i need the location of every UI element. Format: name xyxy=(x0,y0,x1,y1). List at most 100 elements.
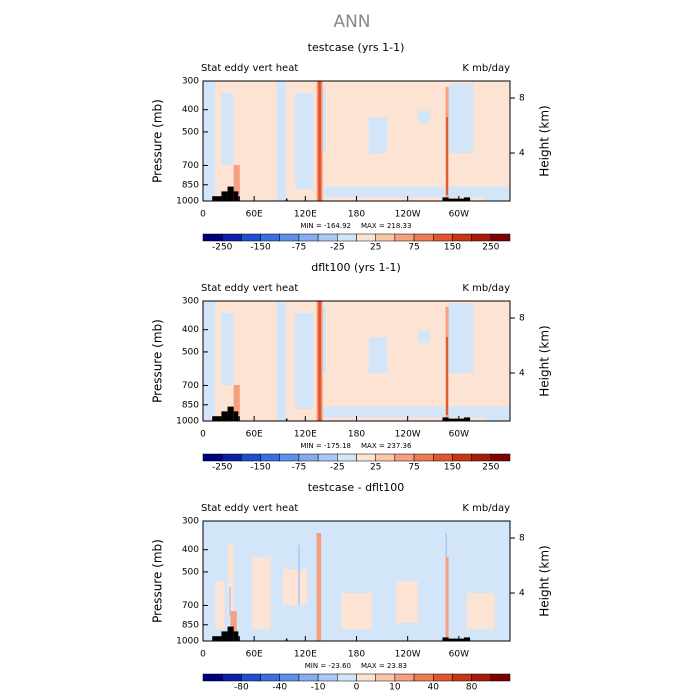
colorbar-box xyxy=(471,233,492,242)
y-tick-label: 700 xyxy=(182,381,199,391)
x-tick-label: 60E xyxy=(246,210,263,220)
colorbar-box xyxy=(202,673,223,682)
terrain xyxy=(212,416,222,421)
y-axis-label: Pressure (mb) xyxy=(151,539,165,623)
colorbar-box xyxy=(221,233,242,242)
right-string: K mb/day xyxy=(462,503,510,514)
y-tick-label: 500 xyxy=(182,347,199,357)
terrain xyxy=(463,637,471,641)
colorbar-box xyxy=(394,453,415,462)
terrain xyxy=(448,198,464,201)
colorbar-box xyxy=(202,233,223,242)
terrain xyxy=(212,636,222,641)
contour-fill xyxy=(276,301,286,421)
colorbar-box xyxy=(375,673,396,682)
terrain xyxy=(221,631,228,641)
contour-field xyxy=(203,301,510,421)
y-tick-label: 400 xyxy=(182,545,199,555)
panel-title: testcase - dflt100 xyxy=(308,481,405,494)
left-string: Stat eddy vert heat xyxy=(201,283,298,294)
left-string: Stat eddy vert heat xyxy=(201,503,298,514)
y-tick-label: 850 xyxy=(182,400,199,410)
max-label: MAX = 23.83 xyxy=(361,662,407,670)
colorbar-box xyxy=(433,233,453,242)
colorbar-box xyxy=(337,673,357,682)
contour-fill xyxy=(295,313,314,409)
x-tick-label: 60W xyxy=(449,210,469,220)
colorbar-box xyxy=(221,453,242,462)
colorbar-box xyxy=(471,673,492,682)
terrain xyxy=(285,418,288,421)
y-axis-label: Pressure (mb) xyxy=(151,319,165,403)
min-label: MIN = -164.92 xyxy=(300,222,351,230)
colorbar-label: -10 xyxy=(311,683,326,693)
contour-fill xyxy=(368,117,388,153)
colorbar-box xyxy=(260,673,280,682)
y-tick-label: 1000 xyxy=(176,637,199,647)
colorbar-label: 25 xyxy=(370,463,381,473)
x-tick-label: 120W xyxy=(395,210,421,220)
y-tick-label: 300 xyxy=(182,517,199,527)
colorbar-box xyxy=(279,233,300,242)
colorbar-label: 40 xyxy=(428,683,440,693)
colorbar-label: -25 xyxy=(330,463,345,473)
y-tick-label: 500 xyxy=(182,567,199,577)
colorbar-box xyxy=(317,453,338,462)
terrain xyxy=(463,197,471,201)
contour-fill xyxy=(229,587,231,617)
colorbar-label: 75 xyxy=(408,243,419,253)
colorbar-label: 250 xyxy=(482,243,499,253)
colorbar-box xyxy=(490,673,511,682)
contour-field xyxy=(203,521,510,641)
terrain xyxy=(221,411,228,421)
colorbar-box xyxy=(413,673,434,682)
colorbar-box xyxy=(337,453,357,462)
contour-fill xyxy=(485,409,510,421)
colorbar-box xyxy=(394,233,415,242)
contour-fill xyxy=(485,189,510,201)
colorbar-box xyxy=(471,453,492,462)
terrain xyxy=(442,637,449,641)
colorbar-box xyxy=(317,673,338,682)
terrain xyxy=(238,196,240,201)
x-tick-label: 0 xyxy=(200,430,206,440)
terrain xyxy=(221,191,228,201)
contour-fill xyxy=(417,111,431,123)
colorbar-label: -80 xyxy=(234,683,249,693)
contour-field xyxy=(203,81,510,201)
colorbar-label: 10 xyxy=(389,683,401,693)
colorbar-box xyxy=(298,673,319,682)
contour-fill xyxy=(233,165,240,195)
colorbar-box xyxy=(394,673,415,682)
contour-fill xyxy=(341,593,372,629)
contour-fill xyxy=(298,545,300,605)
colorbar-label: -250 xyxy=(212,243,233,253)
right-string: K mb/day xyxy=(462,63,510,74)
contour-fill xyxy=(446,337,448,415)
colorbar-box xyxy=(221,673,242,682)
min-label: MIN = -175.18 xyxy=(300,442,351,450)
terrain xyxy=(285,638,288,641)
contour-fill xyxy=(448,83,474,153)
colorbar-box xyxy=(241,233,261,242)
left-string: Stat eddy vert heat xyxy=(201,63,298,74)
right-string: K mb/day xyxy=(462,283,510,294)
y-tick-label: 400 xyxy=(182,105,199,115)
contour-fill xyxy=(445,533,448,557)
x-tick-label: 120W xyxy=(395,430,421,440)
y2-tick-label: 4 xyxy=(519,149,525,159)
max-label: MAX = 237.36 xyxy=(361,442,412,450)
y-tick-label: 400 xyxy=(182,325,199,335)
contour-fill xyxy=(276,81,286,201)
terrain xyxy=(238,636,240,641)
colorbar-box xyxy=(433,453,453,462)
contour-fill xyxy=(318,81,322,201)
colorbar-box xyxy=(298,453,319,462)
colorbar-box xyxy=(490,453,511,462)
x-tick-label: 0 xyxy=(200,650,206,660)
colorbar-box xyxy=(279,453,300,462)
contour-fill xyxy=(233,385,240,415)
y2-axis-label: Height (km) xyxy=(538,105,552,176)
contour-fill xyxy=(467,593,495,629)
x-tick-label: 120E xyxy=(294,650,317,660)
